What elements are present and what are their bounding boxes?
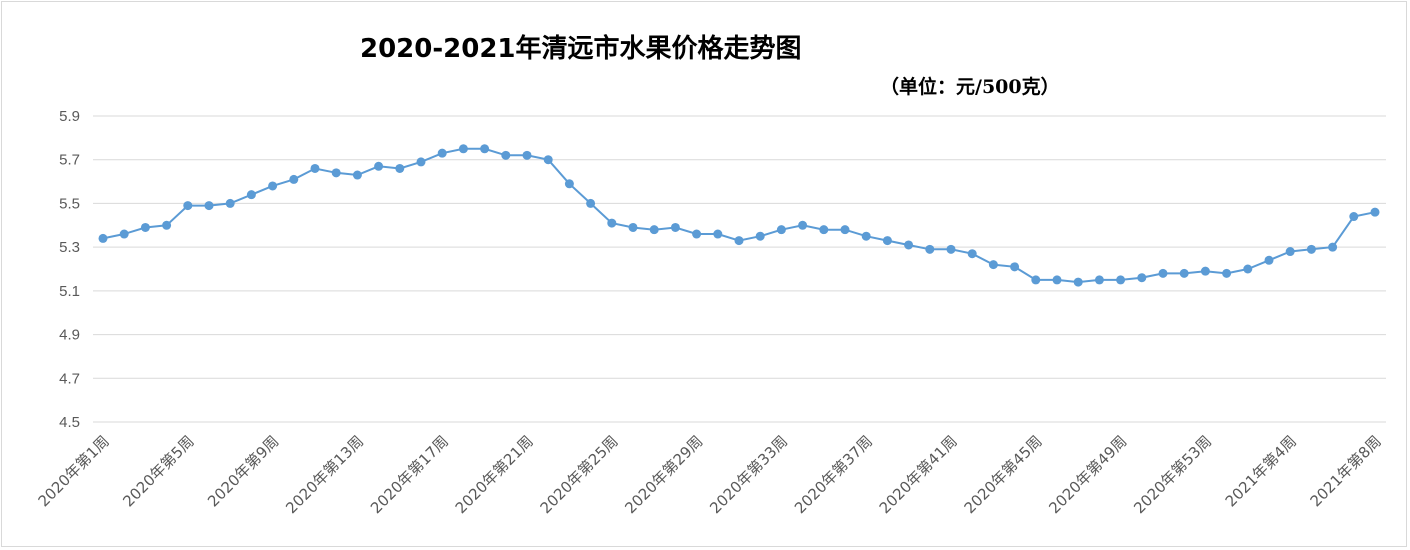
data-point	[861, 231, 871, 241]
data-point	[713, 229, 723, 239]
data-point	[1306, 244, 1316, 254]
chart-unit-label: （单位：元/500克）	[880, 76, 1060, 98]
data-point	[776, 225, 786, 235]
data-point	[1116, 275, 1126, 285]
data-point	[183, 201, 193, 211]
x-tick-label: 2020年第41周	[876, 432, 961, 517]
data-point	[289, 174, 299, 184]
y-tick-label: 5.1	[59, 283, 80, 300]
data-point	[1031, 275, 1041, 285]
x-tick-label: 2020年第53周	[1130, 432, 1215, 517]
data-point	[1052, 275, 1062, 285]
data-point	[734, 236, 744, 246]
y-tick-label: 4.5	[59, 414, 80, 431]
data-point	[607, 218, 617, 228]
data-point	[458, 144, 468, 154]
data-point	[1264, 255, 1274, 265]
data-point	[437, 148, 447, 158]
series-line	[102, 147, 1376, 284]
data-point	[692, 229, 702, 239]
data-point	[819, 225, 829, 235]
data-point	[1179, 268, 1189, 278]
data-point	[1137, 273, 1147, 283]
x-tick-label: 2020年第29周	[621, 432, 706, 517]
y-tick-label: 5.3	[59, 239, 80, 256]
data-point	[1200, 266, 1210, 276]
data-point	[140, 222, 150, 232]
y-tick-label: 4.9	[59, 327, 80, 344]
data-point	[586, 198, 596, 208]
data-point	[225, 198, 235, 208]
x-tick-label: 2020年第25周	[537, 432, 622, 517]
data-point	[946, 244, 956, 254]
data-point	[755, 231, 765, 241]
x-tick-label: 2020年第5周	[119, 432, 197, 510]
chart-title: 2020-2021年清远市水果价格走势图	[360, 34, 802, 64]
data-point	[1222, 268, 1232, 278]
data-point	[98, 233, 108, 243]
data-point	[204, 201, 214, 211]
data-point	[882, 236, 892, 246]
x-tick-label: 2020年第17周	[367, 432, 452, 517]
data-point	[374, 161, 384, 171]
data-point	[1370, 207, 1380, 217]
x-tick-label: 2020年第9周	[204, 432, 282, 510]
y-tick-label: 4.7	[59, 370, 80, 387]
data-point	[1349, 212, 1359, 222]
data-point	[925, 244, 935, 254]
x-tick-label: 2021年第4周	[1222, 432, 1300, 510]
x-tick-label: 2020年第49周	[1045, 432, 1130, 517]
y-tick-label: 5.9	[59, 108, 80, 125]
data-point	[1328, 242, 1338, 252]
data-point	[416, 157, 426, 167]
x-tick-label: 2020年第13周	[282, 432, 367, 517]
data-point	[798, 220, 808, 230]
data-point	[119, 229, 129, 239]
data-point	[1285, 247, 1295, 257]
data-point	[967, 249, 977, 259]
data-point	[543, 155, 553, 165]
data-point	[904, 240, 914, 250]
data-point	[1094, 275, 1104, 285]
data-point	[480, 144, 490, 154]
data-point	[1010, 262, 1020, 272]
x-tick-label: 2021年第8周	[1307, 432, 1385, 510]
y-tick-label: 5.5	[59, 195, 80, 212]
data-point	[501, 150, 511, 160]
data-point	[268, 181, 278, 191]
data-point	[522, 150, 532, 160]
data-point	[162, 220, 172, 230]
x-tick-label: 2020年第45周	[961, 432, 1046, 517]
data-point	[331, 168, 341, 178]
data-point	[1073, 277, 1083, 287]
x-tick-label: 2020年第1周	[35, 432, 113, 510]
data-point	[1243, 264, 1253, 274]
data-point	[628, 222, 638, 232]
data-point	[649, 225, 659, 235]
data-point	[395, 163, 405, 173]
x-tick-label: 2020年第21周	[452, 432, 537, 517]
data-point	[840, 225, 850, 235]
data-point	[352, 170, 362, 180]
x-tick-label: 2020年第37周	[791, 432, 876, 517]
x-tick-label: 2020年第33周	[706, 432, 791, 517]
y-tick-label: 5.7	[59, 152, 80, 169]
data-point	[670, 222, 680, 232]
data-point	[310, 163, 320, 173]
data-point	[1158, 268, 1168, 278]
data-point	[564, 179, 574, 189]
data-point	[988, 260, 998, 270]
data-point	[246, 190, 256, 200]
